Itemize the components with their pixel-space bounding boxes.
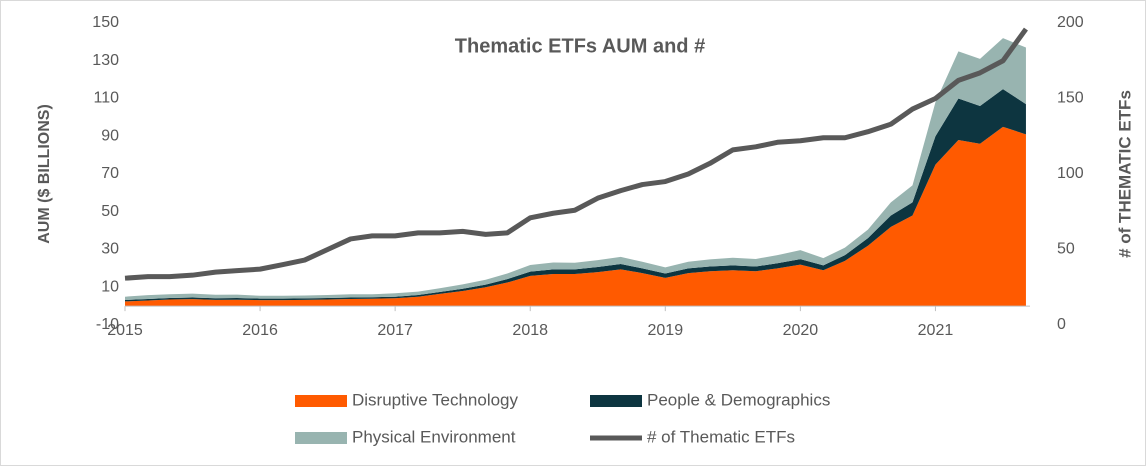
chart-title: Thematic ETFs AUM and # <box>455 35 705 57</box>
x-tick-label: 2021 <box>918 322 954 339</box>
legend-swatch <box>590 395 642 407</box>
x-tick-label: 2019 <box>648 322 684 339</box>
y-tick-label: 10 <box>101 278 119 295</box>
y-tick-label: 50 <box>101 203 119 220</box>
y-tick-label: -10 <box>96 316 119 333</box>
y-tick-label: 30 <box>101 241 119 258</box>
y2-tick-label: 0 <box>1057 316 1066 333</box>
x-tick-label: 2016 <box>242 322 278 339</box>
area <box>125 126 1026 307</box>
legend-label: People & Demographics <box>647 390 830 409</box>
legend-swatch <box>295 432 347 444</box>
x-tick-label: 2017 <box>377 322 413 339</box>
y-tick-label: 150 <box>92 14 119 31</box>
x-tick-label: 2018 <box>512 322 548 339</box>
y-axis-title: AUM ($ BILLIONS) <box>36 104 53 244</box>
legend-label: Disruptive Technology <box>352 390 518 409</box>
y2-tick-label: 50 <box>1057 241 1075 258</box>
y2-tick-label: 100 <box>1057 165 1084 182</box>
y-tick-label: 130 <box>92 52 119 69</box>
y2-tick-label: 200 <box>1057 14 1084 31</box>
y2-axis-title: # of THEMATIC ETFs <box>1115 90 1134 258</box>
legend-label: # of Thematic ETFs <box>647 427 795 446</box>
y-tick-label: 110 <box>93 90 119 107</box>
y-tick-label: 90 <box>101 127 119 144</box>
x-tick-label: 2020 <box>783 322 819 339</box>
y2-tick-label: 150 <box>1057 90 1084 107</box>
y-tick-label: 70 <box>101 165 119 182</box>
line <box>124 27 1028 281</box>
legend-label: Physical Environment <box>352 427 516 446</box>
legend-swatch <box>295 395 347 407</box>
x-tick-label: 2015 <box>107 322 143 339</box>
